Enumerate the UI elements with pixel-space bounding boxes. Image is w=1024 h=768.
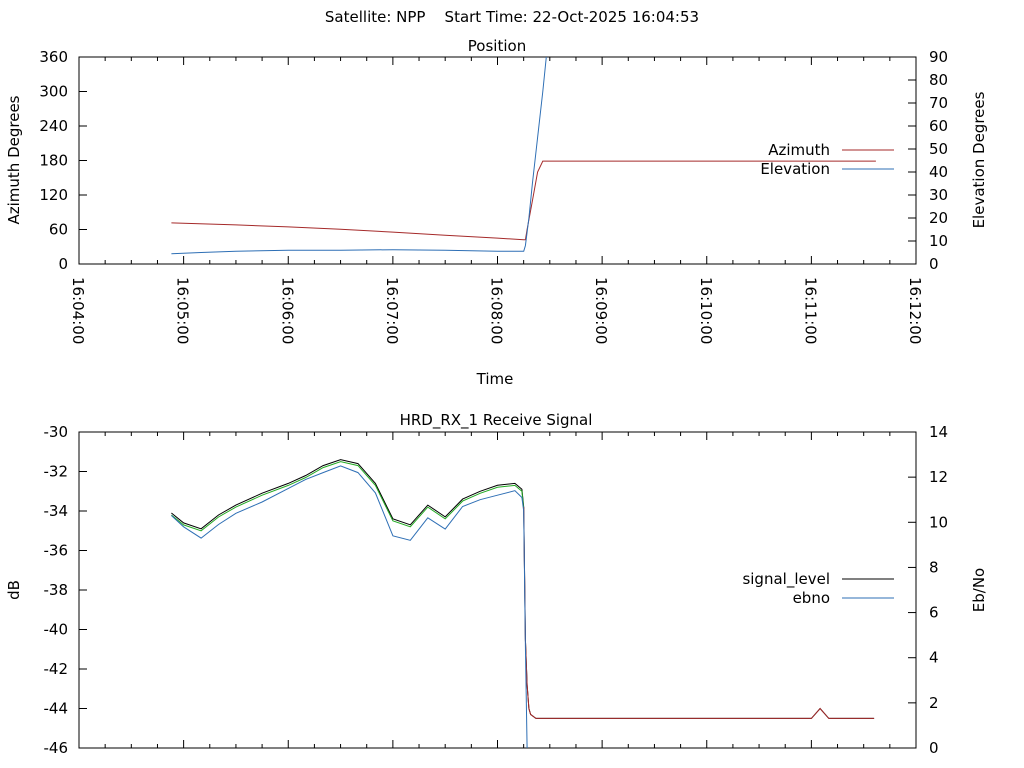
y2-tick-label: 20	[929, 209, 948, 227]
y-tick-label: 120	[39, 186, 68, 204]
y2-tick-label: 2	[929, 694, 939, 712]
series-line-ebno	[171, 465, 528, 749]
y2-tick-label: 4	[929, 649, 939, 667]
y-tick-label: 0	[58, 255, 68, 273]
position-axis-ticks: 0 60 120 180 240 300 360 0 10 20 30 40 50 60 70 80 90 16:…	[39, 48, 948, 344]
x-tick-label: 16:09:00	[592, 277, 610, 344]
x-tick-label: 16:05:00	[174, 277, 192, 344]
receive-signal-plot-frame	[78, 431, 917, 749]
y2-tick-label: 12	[929, 468, 948, 486]
y2-tick-label: 40	[929, 163, 948, 181]
y2-tick-label: 10	[929, 232, 948, 250]
y-tick-label: -42	[44, 660, 69, 678]
y-tick-label: -38	[44, 581, 69, 599]
legend-label: Azimuth	[768, 141, 830, 159]
receive-signal-chart: HRD_RX_1 Receive Signal -46-44-42-40-38-…	[5, 411, 988, 757]
receive-signal-series	[171, 459, 875, 749]
x-tick-label: 16:12:00	[906, 277, 924, 344]
legend-label: Elevation	[760, 160, 830, 178]
y2-tick-label: 90	[929, 48, 948, 66]
y-tick-label: 60	[49, 221, 68, 239]
y2-tick-label: 10	[929, 513, 948, 531]
position-chart-title: Position	[468, 37, 526, 55]
receive-signal-axis-ticks: -46 -44 -42 -40 -38 -36 -34 -32 -30 0 2 4 6 8 10 12 14	[44, 423, 949, 757]
y2-tick-label: 8	[929, 558, 939, 576]
series-line-signal-level-loss	[523, 506, 875, 719]
y-tick-label: -40	[44, 621, 69, 639]
y2-tick-label: 0	[929, 255, 939, 273]
y2-tick-label: 14	[929, 423, 948, 441]
y-tick-label: -36	[44, 542, 69, 560]
y-tick-label: -34	[44, 502, 69, 520]
y2-tick-label: 6	[929, 604, 939, 622]
position-chart: Position 0 60 120 180 240 300 360 0 10 20 30 40 50 60…	[5, 37, 988, 388]
y-tick-label: -30	[44, 423, 69, 441]
x-tick-label: 16:11:00	[801, 277, 819, 344]
receive-signal-chart-title: HRD_RX_1 Receive Signal	[400, 411, 593, 430]
y-tick-label: 360	[39, 48, 68, 66]
y-tick-label: 240	[39, 117, 68, 135]
x-tick-label: 16:07:00	[383, 277, 401, 344]
figure-title: Satellite: NPP Start Time: 22-Oct-2025 1…	[325, 8, 699, 26]
series-line-azimuth	[171, 160, 876, 241]
legend-label: ebno	[793, 589, 830, 607]
y2-tick-label: 60	[929, 117, 948, 135]
series-line-elevation	[171, 56, 547, 255]
y-tick-label: 300	[39, 83, 68, 101]
y2-tick-label: 80	[929, 71, 948, 89]
y-tick-label: -44	[44, 700, 69, 718]
y2-tick-label: 70	[929, 94, 948, 112]
y-tick-label: -32	[44, 463, 69, 481]
y-tick-label: 180	[39, 152, 68, 170]
position-y2label: Elevation Degrees	[970, 91, 988, 228]
series-line-signal-level-trace	[171, 461, 525, 532]
x-tick-label: 16:08:00	[488, 277, 506, 344]
y-tick-label: -46	[44, 739, 69, 757]
legend-label: signal_level	[742, 570, 830, 589]
y2-tick-label: 50	[929, 140, 948, 158]
position-ylabel: Azimuth Degrees	[5, 95, 23, 224]
x-tick-label: 16:06:00	[278, 277, 296, 344]
position-xlabel: Time	[476, 370, 514, 388]
receive-signal-y2label: Eb/No	[970, 568, 988, 612]
y2-tick-label: 30	[929, 186, 948, 204]
position-series	[171, 56, 876, 255]
receive-signal-ylabel: dB	[5, 580, 23, 600]
x-tick-label: 16:04:00	[69, 277, 87, 344]
y2-tick-label: 0	[929, 739, 939, 757]
x-tick-label: 16:10:00	[697, 277, 715, 344]
